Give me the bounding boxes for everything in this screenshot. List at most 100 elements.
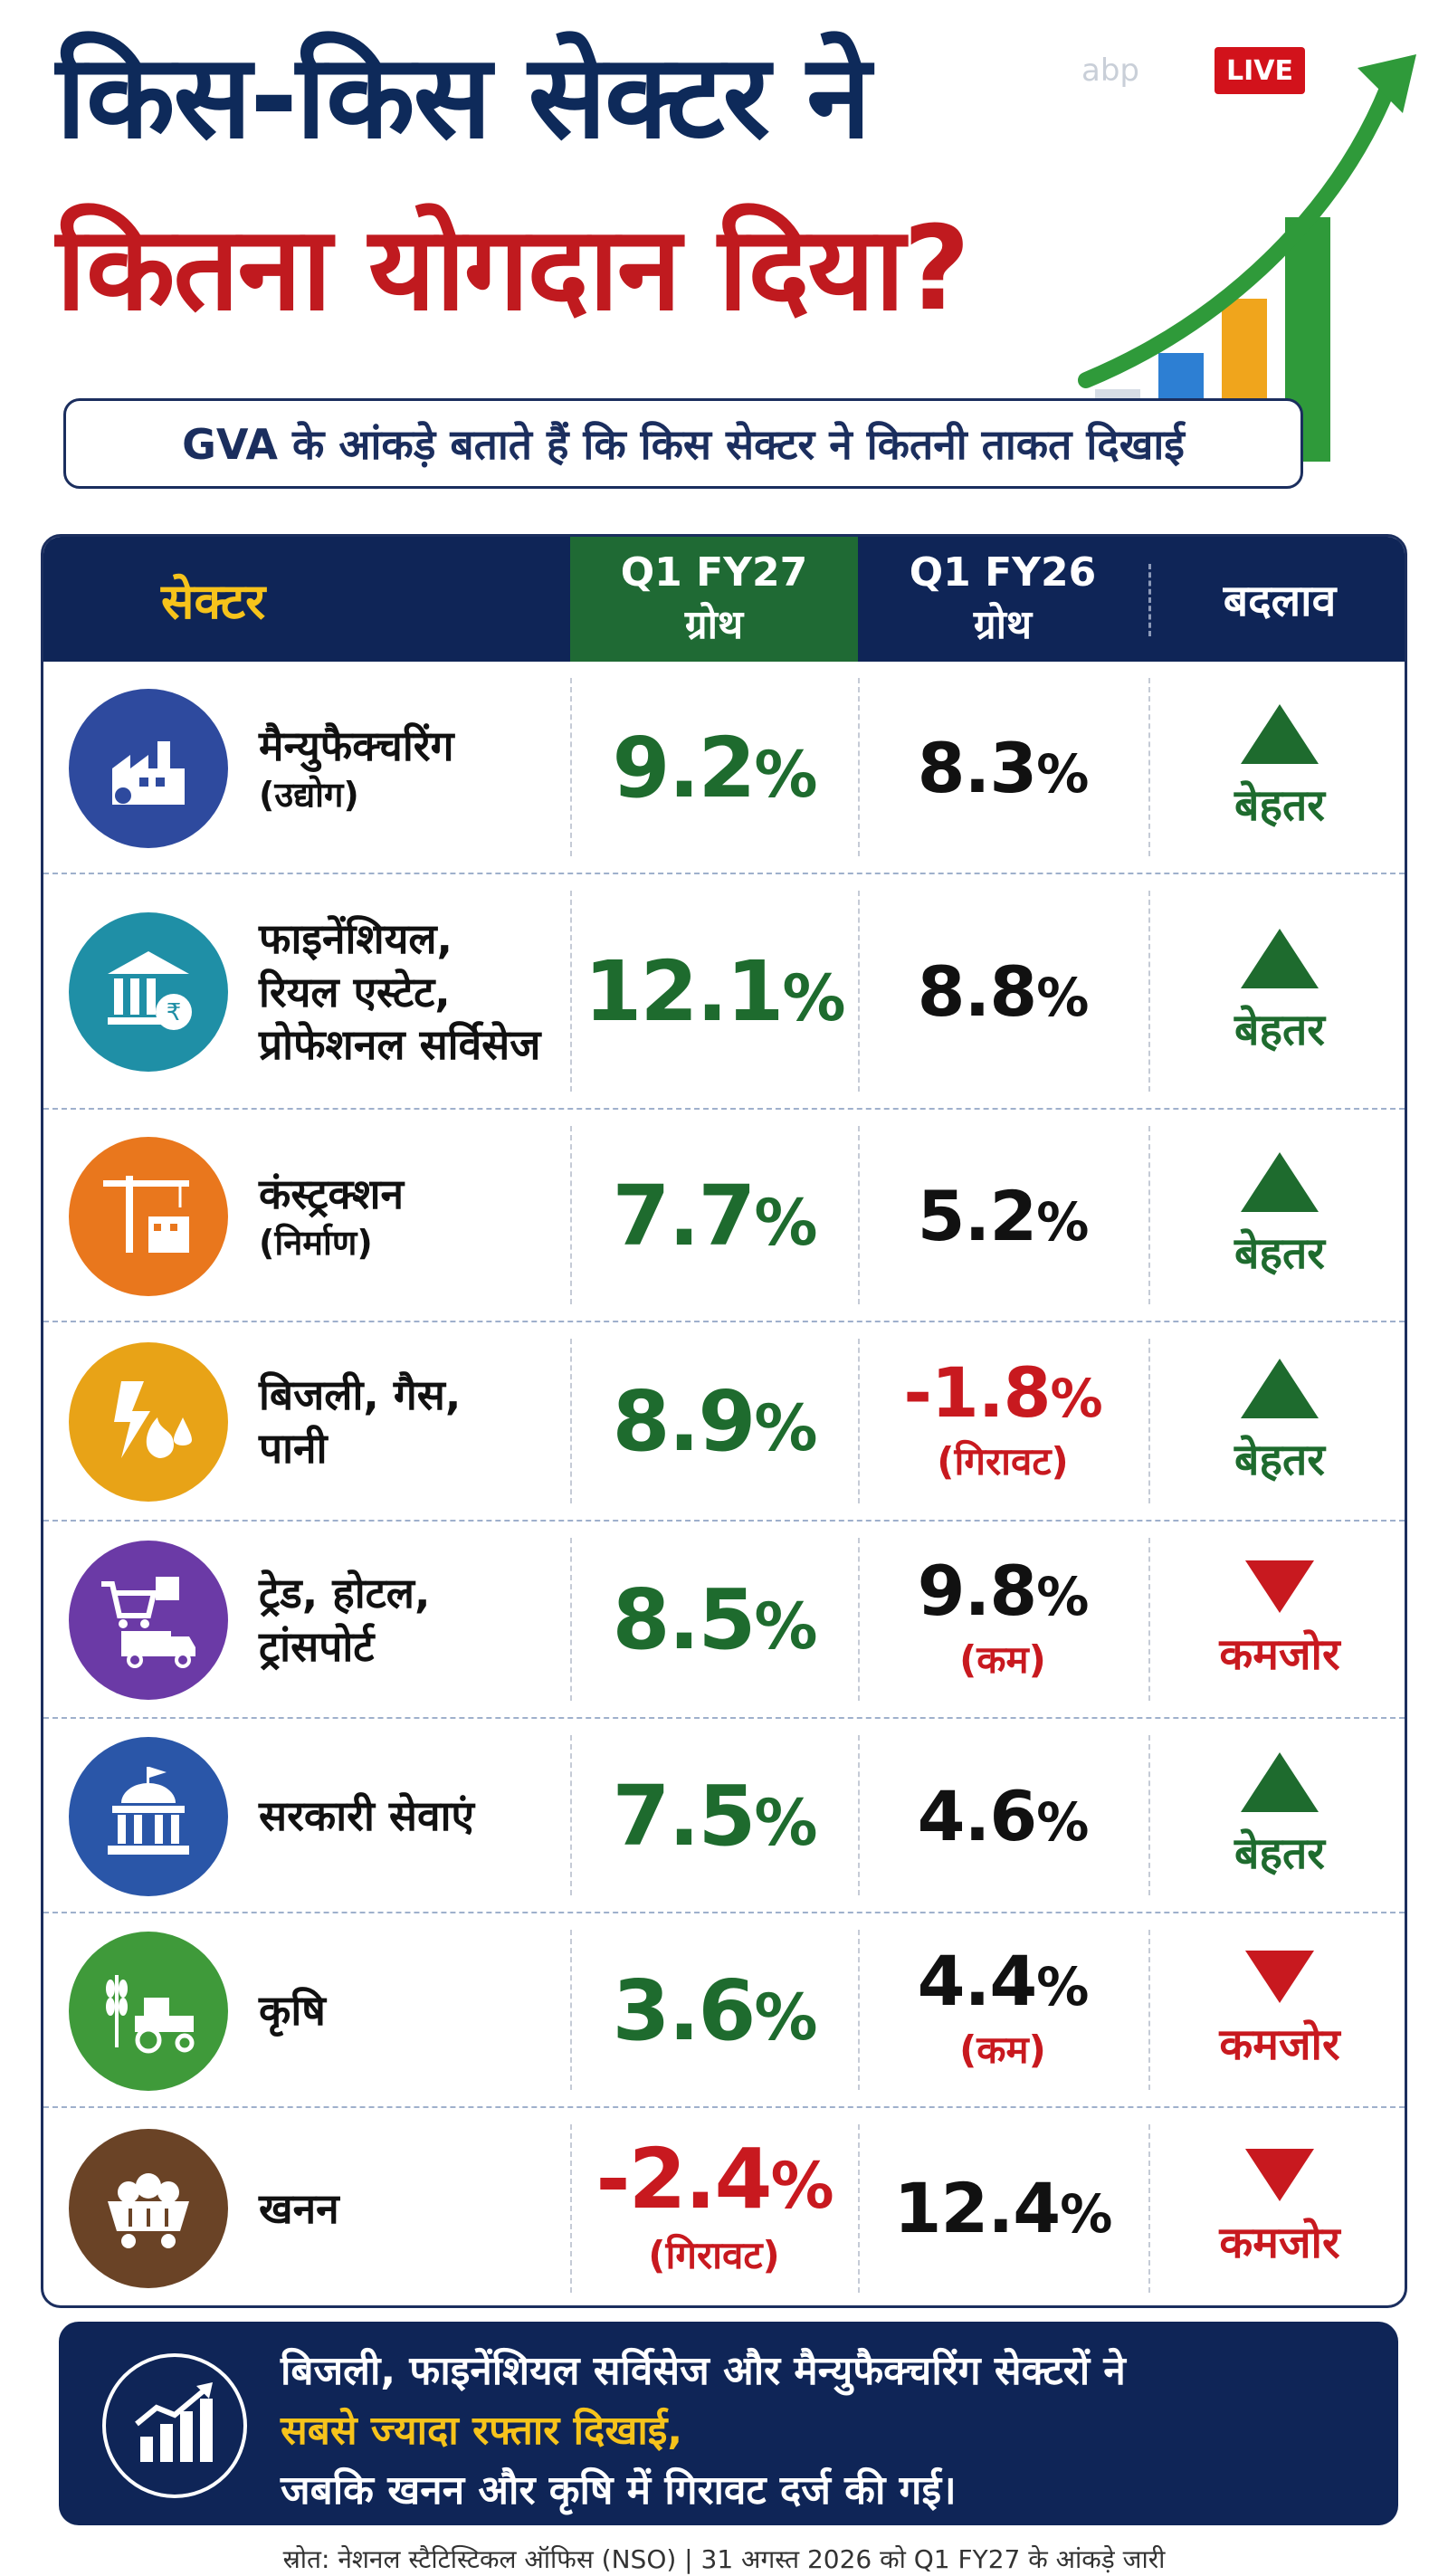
q1fy27-growth-cell: 3.6% <box>570 1913 858 2108</box>
sector-name-line: ट्रेड, होटल, <box>259 1569 431 1618</box>
header-divider <box>1148 564 1151 636</box>
percent-sign: % <box>1036 1790 1089 1853</box>
percent-sign: % <box>1036 1190 1089 1253</box>
header: किस-किस सेक्टर ने कितना योगदान दिया? abp… <box>0 0 1448 507</box>
table-row: कृषि 3.6% 4.4% (कम) कमजोर <box>43 1913 1405 2108</box>
sector-name: फाइनेंशियल, रियल एस्टेट, प्रोफेशनल सर्विसे… <box>259 874 576 1110</box>
percent-sign: % <box>1050 1367 1103 1429</box>
q1fy26-growth-cell: 5.2% <box>858 1110 1148 1322</box>
growth-number: -2.4 <box>595 2130 772 2228</box>
growth-note: (गिरावट) <box>648 2232 780 2277</box>
sector-name: मैन्युफैक्चरिंग (उद्योग) <box>259 662 576 874</box>
page-title-line2: कितना योगदान दिया? <box>56 202 970 337</box>
change-status: कमजोर <box>1219 2019 1340 2070</box>
triangle-up-icon <box>1239 1357 1320 1424</box>
table-row: कंस्ट्रक्शन (निर्माण) 7.7% 5.2% बेहतर <box>43 1110 1405 1322</box>
change-cell: बेहतर <box>1149 662 1405 874</box>
change-cell: बेहतर <box>1149 874 1405 1110</box>
sector-name-line: फाइनेंशियल, <box>259 913 453 963</box>
column-divider <box>570 678 572 856</box>
header-q1fy26: Q1 FY26 ग्रोथ <box>858 537 1148 662</box>
header-change: बदलाव <box>1223 575 1337 626</box>
column-divider <box>858 891 860 1092</box>
column-divider <box>1148 1930 1150 2090</box>
sector-subtitle: (उद्योग) <box>259 774 359 815</box>
growth-chart-icon <box>102 2353 247 2498</box>
percent-sign: % <box>754 737 817 812</box>
growth-number: 8.8 <box>917 951 1038 1032</box>
growth-value: 9.8% <box>918 1556 1090 1626</box>
change-cell: कमजोर <box>1149 2108 1405 2305</box>
percent-sign: % <box>1036 967 1089 1028</box>
change-cell: बेहतर <box>1149 1322 1405 1522</box>
sector-name-line: ट्रांसपोर्ट <box>259 1622 375 1671</box>
header-q1fy26-sub: ग्रोथ <box>973 601 1033 648</box>
growth-value: 8.9% <box>612 1380 817 1464</box>
growth-value: 12.4% <box>894 2174 1113 2243</box>
table-row: सरकारी सेवाएं 7.5% 4.6% बेहतर <box>43 1719 1405 1913</box>
growth-value: 4.4% <box>918 1947 1090 2018</box>
growth-value: 3.6% <box>612 1969 817 2055</box>
summary-box: बिजली, फाइनेंशियल सर्विसेज और मैन्युफैक्… <box>59 2322 1398 2525</box>
percent-sign: % <box>1036 1956 1089 2018</box>
q1fy27-growth-cell: 12.1% <box>570 874 858 1110</box>
sector-name: ट्रेड, होटल, ट्रांसपोर्ट <box>259 1522 576 1719</box>
summary-line1: बिजली, फाइनेंशियल सर्विसेज और मैन्युफैक्… <box>281 2348 1126 2394</box>
sector-name: सरकारी सेवाएं <box>259 1719 576 1913</box>
factory-icon <box>69 688 228 848</box>
growth-value: 7.5% <box>612 1774 817 1858</box>
header-sector: सेक्टर <box>161 573 266 630</box>
page-title-line1: किस-किस सेक्टर ने <box>56 30 871 165</box>
q1fy27-growth-cell: 9.2% <box>570 662 858 874</box>
growth-value: 12.1% <box>584 950 845 1034</box>
change-cell: कमजोर <box>1149 1913 1405 2108</box>
growth-value: 8.5% <box>612 1579 817 1662</box>
sector-name: खनन <box>259 2108 576 2305</box>
growth-number: 4.6 <box>917 1775 1038 1856</box>
column-divider <box>858 1735 860 1895</box>
column-divider <box>570 2124 572 2293</box>
table-header: सेक्टर Q1 FY27 ग्रोथ Q1 FY26 ग्रोथ बदलाव <box>43 537 1405 662</box>
change-cell: बेहतर <box>1149 1110 1405 1322</box>
header-q1fy27: Q1 FY27 ग्रोथ <box>570 537 858 662</box>
change-status: कमजोर <box>1219 2217 1340 2268</box>
summary-line3: जबकि खनन और कृषि में गिरावट दर्ज की गई। <box>281 2467 957 2514</box>
column-divider <box>858 2124 860 2293</box>
cart-truck-icon <box>69 1541 228 1700</box>
growth-number: 8.5 <box>612 1571 756 1668</box>
svg-text:₹: ₹ <box>167 999 182 1026</box>
growth-number: 4.4 <box>917 1941 1038 2021</box>
sector-name-line: कंस्ट्रक्शन <box>259 1169 405 1218</box>
bank-rupee-icon: ₹ <box>69 912 228 1072</box>
column-divider <box>1148 1339 1150 1503</box>
triangle-up-icon <box>1239 1751 1320 1818</box>
change-cell: कमजोर <box>1149 1522 1405 1719</box>
growth-number: -1.8 <box>903 1351 1051 1433</box>
q1fy26-growth-cell: -1.8% (गिरावट) <box>858 1322 1148 1522</box>
q1fy26-growth-cell: 12.4% <box>858 2108 1148 2305</box>
growth-value: 8.3% <box>918 733 1090 805</box>
percent-sign: % <box>754 1980 817 2055</box>
mining-cart-icon <box>69 2129 228 2288</box>
table-row: खनन -2.4% (गिरावट) 12.4% कमजोर <box>43 2108 1405 2305</box>
growth-number: 8.9 <box>612 1373 756 1470</box>
column-divider <box>1148 2124 1150 2293</box>
growth-number: 12.1 <box>584 943 784 1040</box>
sector-name-line: पानी <box>259 1424 328 1473</box>
percent-sign: % <box>1036 742 1089 805</box>
q1fy27-growth-cell: -2.4% (गिरावट) <box>570 2108 858 2305</box>
growth-number: 9.2 <box>612 719 756 816</box>
q1fy26-growth-cell: 9.8% (कम) <box>858 1522 1148 1719</box>
summary-line2-highlight: सबसे ज्यादा रफ्तार दिखाई, <box>281 2408 683 2454</box>
column-divider <box>858 1126 860 1304</box>
triangle-down-icon <box>1243 2147 1316 2207</box>
change-status: बेहतर <box>1234 1828 1325 1879</box>
column-divider <box>1148 1538 1150 1701</box>
triangle-up-icon <box>1239 1150 1320 1217</box>
q1fy26-growth-cell: 8.8% <box>858 874 1148 1110</box>
abp-logo: abp <box>1081 52 1139 89</box>
subtitle-box: GVA के आंकड़े बताते हैं कि किस सेक्टर ने… <box>63 398 1303 489</box>
column-divider <box>1148 891 1150 1092</box>
sector-name: कृषि <box>259 1913 576 2108</box>
q1fy26-growth-cell: 4.4% (कम) <box>858 1913 1148 2108</box>
